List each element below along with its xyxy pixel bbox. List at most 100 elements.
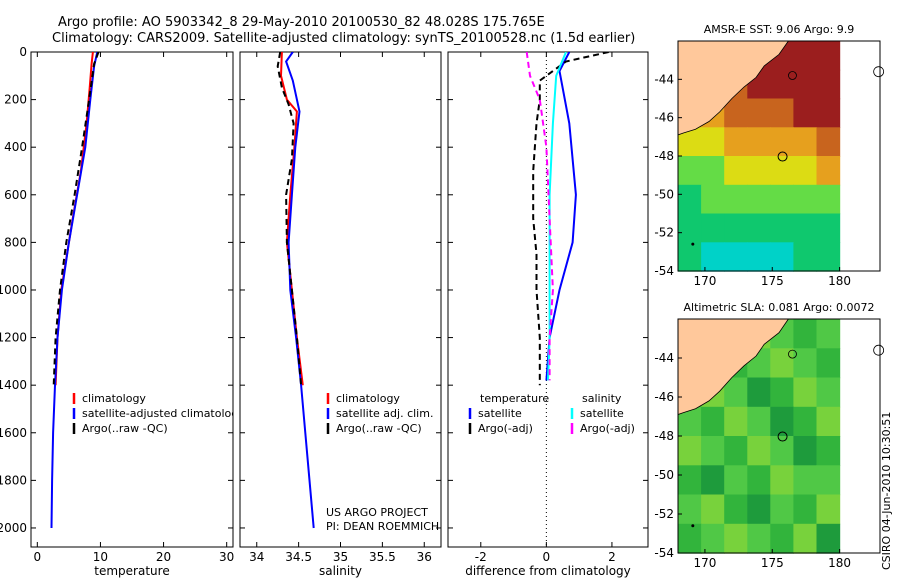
heat-cell: [747, 156, 771, 186]
x-tick-label: 36: [417, 550, 432, 564]
heat-cell: [701, 242, 725, 272]
heat-cell: [724, 127, 748, 157]
heat-cell: [747, 98, 771, 128]
x-tick-label: 35.5: [369, 550, 396, 564]
sst-map-panel: AMSR-E SST: 9.06 Argo: 9.9 170 175 180 -44 -4…: [654, 23, 885, 288]
x-tick-label: 170: [693, 556, 716, 570]
heat-cell: [678, 242, 702, 272]
heat-cell: [816, 494, 841, 525]
heat-cell: [793, 494, 818, 525]
x-tick-label: 175: [761, 274, 784, 288]
y-tick-label: -50: [654, 468, 674, 482]
y-tick-label: -52: [654, 507, 674, 521]
chatham-island-outline: [788, 349, 797, 359]
profile-panel-2: 34 34.5 35 35.5 36 salinity climatology satelli…: [239, 51, 442, 578]
heat-cell: [770, 465, 794, 496]
series-line-temperature-satellite: [545, 52, 577, 381]
series-line-satellite-adjusted-climatology: [50, 52, 99, 529]
heat-cell: [678, 213, 702, 243]
heat-cell: [793, 41, 818, 71]
heat-cell: [770, 406, 794, 437]
legend-label: satellite: [478, 407, 522, 420]
legend-label: climatology: [336, 392, 400, 405]
heat-cell: [747, 377, 771, 408]
heat-cell: [816, 348, 841, 379]
credit-pi: PI: DEAN ROEMMICH: [326, 520, 439, 533]
heat-cell: [678, 494, 702, 525]
heat-cell: [678, 156, 702, 186]
heat-cell: [816, 406, 841, 437]
chatham-island-outline: [788, 71, 797, 80]
y-tick-label: 200: [4, 93, 27, 107]
heat-cell: [770, 436, 794, 466]
heat-cell: [816, 523, 841, 554]
heat-cell: [770, 69, 794, 100]
x-tick-label: 175: [761, 556, 784, 570]
y-tick-label: 2000: [0, 521, 27, 535]
plot-frame: [30, 51, 234, 548]
heat-cell: [770, 127, 794, 157]
series-line-salinity-argo-adj-: [525, 52, 554, 381]
heat-cell: [724, 213, 748, 243]
plot-panels: 0 10 20 30temperature0200400600800100012001…: [0, 23, 885, 578]
legend-header-temperature: temperature: [480, 392, 549, 405]
heat-cell: [724, 242, 748, 272]
heat-cell: [724, 465, 748, 496]
y-tick-label: 1800: [0, 473, 27, 487]
heat-cell: [724, 494, 748, 525]
x-tick-label: 34: [249, 550, 264, 564]
profile-panel-1: 0 10 20 30 temperature 0 200 400 600 800 1000 1200 1…: [0, 45, 234, 578]
heat-cell: [724, 98, 748, 128]
y-tick-label: -44: [654, 351, 674, 365]
legend-header-salinity: salinity: [582, 392, 622, 405]
heat-cell: [793, 98, 818, 128]
x-axis-label: difference from climatology: [465, 564, 631, 578]
y-tick-label: -52: [654, 226, 674, 240]
series-line-satellite-adj-clim-: [284, 52, 315, 529]
island-outline: [873, 344, 885, 356]
plot-frame: [239, 51, 442, 548]
figure-title-line2: Climatology: CARS2009. Satellite-adjuste…: [52, 31, 635, 46]
heat-cell: [747, 184, 771, 215]
x-tick-label: 180: [828, 556, 851, 570]
y-tick-label: -48: [654, 149, 674, 163]
credit-project: US ARGO PROJECT: [326, 506, 428, 519]
x-tick-label: 0: [33, 550, 41, 564]
y-tick-label: 1000: [0, 283, 27, 297]
x-tick-label: 30: [219, 550, 234, 564]
x-tick-label: -2: [475, 550, 487, 564]
heat-cell: [816, 98, 841, 128]
legend-label: Argo(-adj): [580, 422, 635, 435]
heat-cell: [793, 242, 818, 272]
heat-cell: [678, 523, 702, 554]
heat-cell: [770, 377, 794, 408]
heat-cell: [793, 319, 818, 349]
heat-cell: [816, 242, 841, 272]
heat-cell: [816, 41, 841, 71]
heat-cell: [724, 436, 748, 466]
heat-cell: [701, 156, 725, 186]
heat-cell: [678, 436, 702, 466]
heat-cell: [701, 465, 725, 496]
heat-cell: [816, 213, 841, 243]
x-tick-label: 0: [543, 550, 551, 564]
heat-cell: [701, 184, 725, 215]
heat-cell: [747, 406, 771, 437]
heat-cell: [724, 377, 748, 408]
heat-cell: [701, 127, 725, 157]
x-tick-label: 35: [333, 550, 348, 564]
heat-cell: [770, 348, 794, 379]
heat-cell: [793, 127, 818, 157]
heat-cell: [701, 523, 725, 554]
heat-cell: [793, 436, 818, 466]
y-tick-label: -50: [654, 187, 674, 201]
y-tick-label: 400: [4, 140, 27, 154]
legend-label: satellite adj. clim.: [336, 407, 433, 420]
legend-label: Argo(..raw -QC): [336, 422, 422, 435]
y-tick-label: 0: [19, 45, 27, 59]
heat-cell: [724, 156, 748, 186]
legend-label: Argo(..raw -QC): [82, 422, 168, 435]
y-tick-label: 1600: [0, 426, 27, 440]
heat-cell: [701, 436, 725, 466]
